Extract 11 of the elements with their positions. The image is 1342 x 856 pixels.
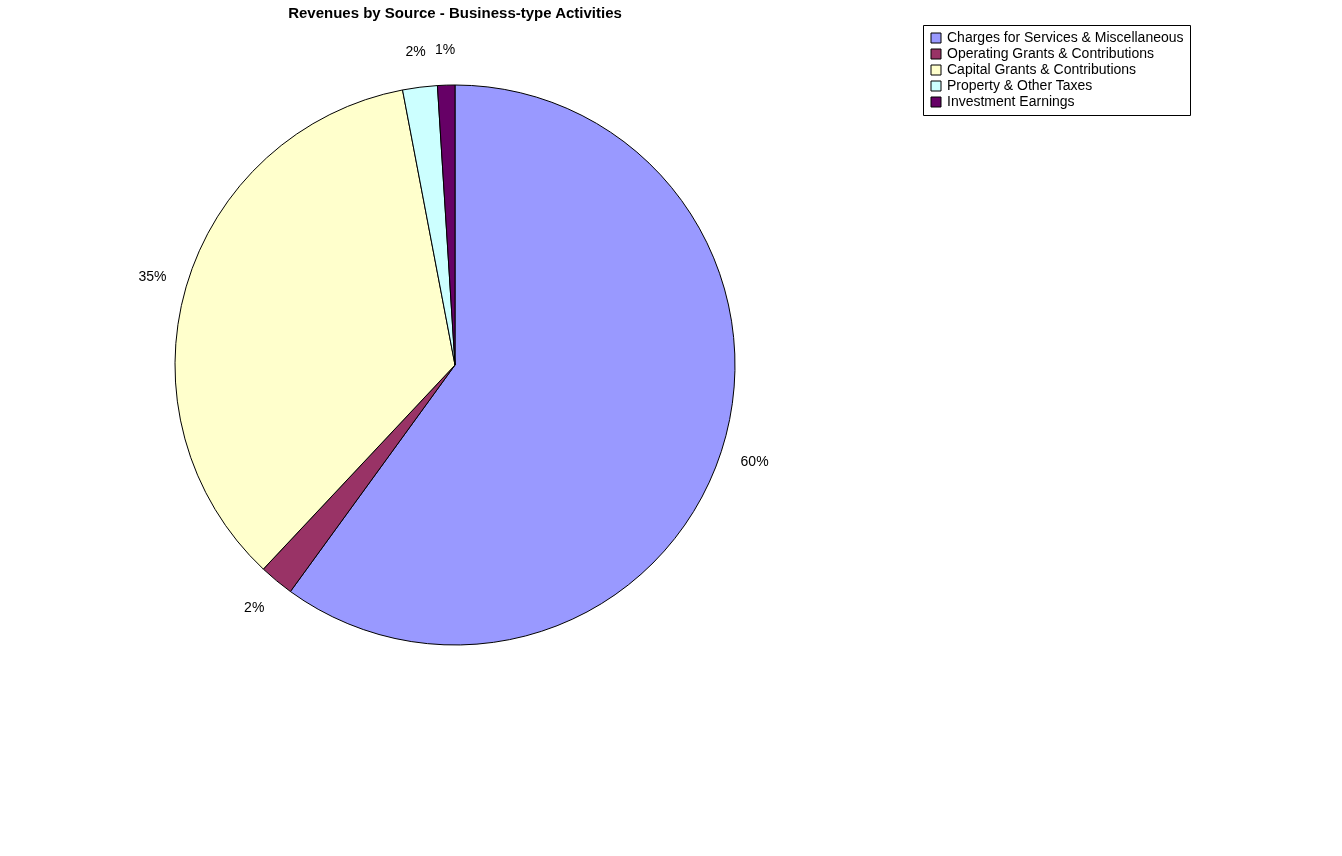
legend-label: Charges for Services & Miscellaneous bbox=[947, 29, 1184, 45]
data-label: 2% bbox=[244, 598, 265, 615]
chart-title: Revenues by Source - Business-type Activities bbox=[288, 3, 622, 21]
legend-label: Operating Grants & Contributions bbox=[947, 45, 1154, 61]
legend-label: Investment Earnings bbox=[947, 93, 1075, 109]
legend-label: Capital Grants & Contributions bbox=[947, 61, 1137, 77]
data-label: 2% bbox=[405, 43, 426, 60]
data-label: 1% bbox=[434, 41, 456, 58]
legend-label: Property & Other Taxes bbox=[947, 77, 1093, 93]
data-label: 60% bbox=[740, 453, 769, 470]
data-label: 35% bbox=[138, 268, 167, 285]
